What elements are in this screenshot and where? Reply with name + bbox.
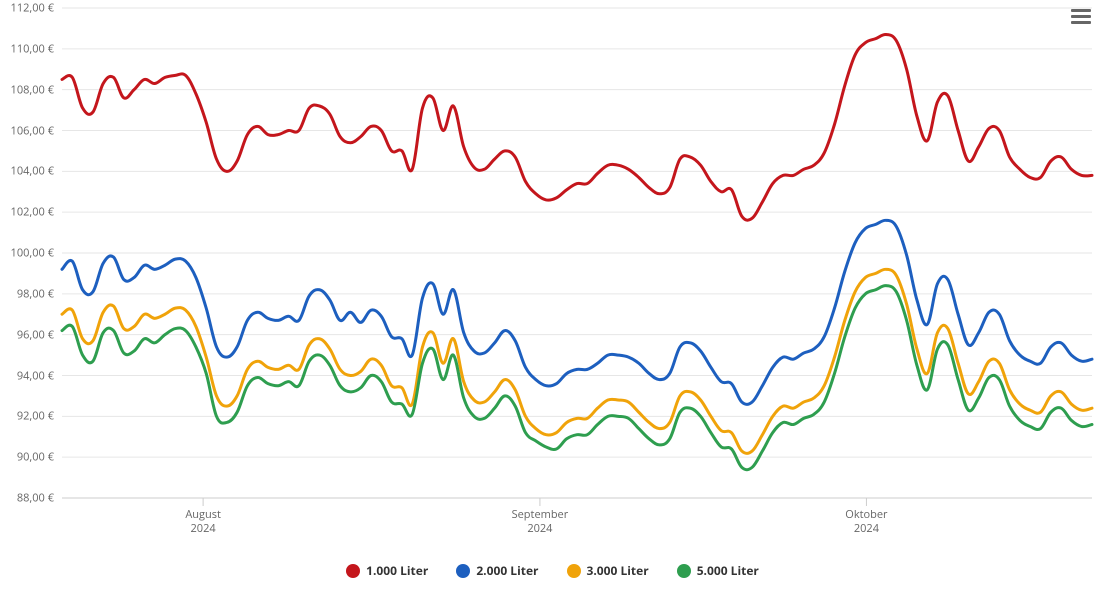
y-tick-label: 88,00 €: [0, 491, 54, 506]
series-line[interactable]: [62, 220, 1092, 404]
y-tick-label: 98,00 €: [0, 286, 54, 301]
chart-legend: 1.000 Liter 2.000 Liter 3.000 Liter 5.000 L…: [0, 562, 1105, 582]
price-chart: 88,00 € 90,00 € 92,00 € 94,00 € 96,00 € 98,00…: [0, 0, 1105, 602]
legend-swatch-icon: [567, 564, 581, 578]
legend-item[interactable]: 5.000 Liter: [677, 562, 759, 579]
x-tick-label: September2024: [512, 508, 569, 537]
y-tick-label: 92,00 €: [0, 409, 54, 424]
y-tick-label: 94,00 €: [0, 368, 54, 383]
series-line[interactable]: [62, 269, 1092, 453]
y-tick-label: 102,00 €: [0, 205, 54, 220]
y-tick-label: 106,00 €: [0, 123, 54, 138]
legend-item[interactable]: 2.000 Liter: [456, 562, 538, 579]
legend-swatch-icon: [677, 564, 691, 578]
legend-label: 5.000 Liter: [697, 562, 759, 579]
legend-item[interactable]: 3.000 Liter: [567, 562, 649, 579]
legend-item[interactable]: 1.000 Liter: [346, 562, 428, 579]
y-tick-label: 104,00 €: [0, 164, 54, 179]
y-tick-label: 100,00 €: [0, 246, 54, 261]
x-tick-label: Oktober2024: [845, 508, 887, 537]
y-tick-label: 108,00 €: [0, 82, 54, 97]
series-line[interactable]: [62, 35, 1092, 221]
series-line[interactable]: [62, 286, 1092, 470]
legend-swatch-icon: [456, 564, 470, 578]
y-tick-label: 112,00 €: [0, 1, 54, 16]
y-tick-label: 96,00 €: [0, 327, 54, 342]
legend-label: 3.000 Liter: [587, 562, 649, 579]
legend-label: 1.000 Liter: [366, 562, 428, 579]
y-tick-label: 90,00 €: [0, 450, 54, 465]
x-tick-label: August2024: [185, 508, 221, 537]
y-tick-label: 110,00 €: [0, 41, 54, 56]
legend-label: 2.000 Liter: [476, 562, 538, 579]
legend-swatch-icon: [346, 564, 360, 578]
